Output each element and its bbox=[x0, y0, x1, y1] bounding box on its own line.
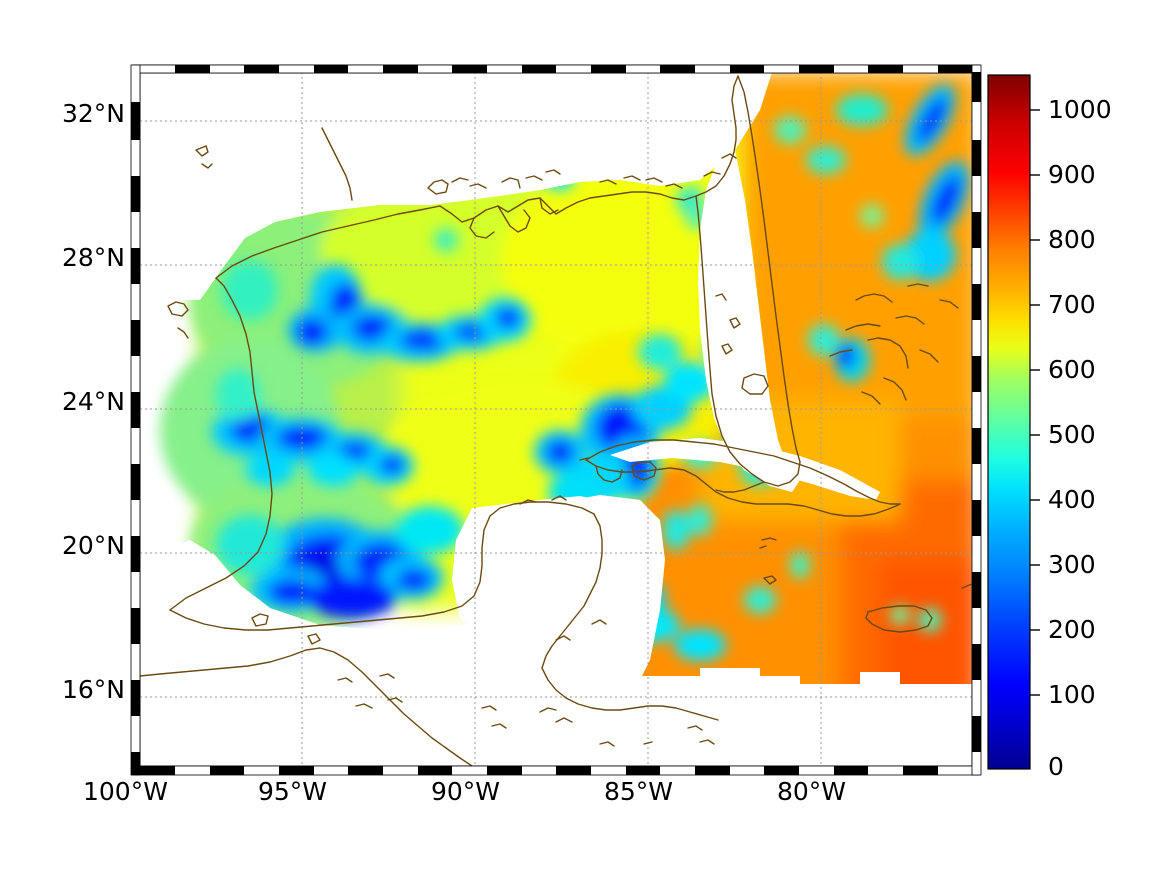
y-tick-label-32n: 32°N bbox=[62, 99, 126, 128]
land-mask-layer bbox=[140, 72, 972, 766]
colorbar-tick-700: 700 bbox=[1048, 290, 1096, 319]
coastline-layer bbox=[140, 75, 972, 766]
y-tick-label-16n: 16°N bbox=[62, 675, 126, 704]
colorbar-tick-400: 400 bbox=[1048, 485, 1096, 514]
colorbar-tick-200: 200 bbox=[1048, 615, 1096, 644]
y-tick-label-20n: 20°N bbox=[62, 531, 126, 560]
colorbar-tick-0: 0 bbox=[1048, 752, 1064, 781]
frame-top bbox=[132, 64, 980, 74]
map-frame bbox=[130, 64, 982, 776]
x-tick-label-95w: 95°W bbox=[258, 777, 328, 806]
y-tick-label-24n: 24°N bbox=[62, 387, 126, 416]
frame-left bbox=[130, 64, 141, 776]
y-tick-label-28n: 28°N bbox=[62, 243, 126, 272]
colorbar-tick-500: 500 bbox=[1048, 420, 1096, 449]
x-tick-label-80w: 80°W bbox=[777, 777, 847, 806]
colorbar-tick-800: 800 bbox=[1048, 225, 1096, 254]
x-tick-label-100w: 100°W bbox=[83, 777, 168, 806]
frame-right bbox=[971, 64, 982, 776]
x-tick-label-90w: 90°W bbox=[431, 777, 501, 806]
colorbar-tick-600: 600 bbox=[1048, 355, 1096, 384]
frame-bottom bbox=[132, 765, 980, 776]
colorbar-ticks bbox=[1030, 109, 1040, 696]
colorbar-tick-100: 100 bbox=[1048, 680, 1096, 709]
colorbar-gradient bbox=[987, 74, 1031, 770]
colorbar-tick-300: 300 bbox=[1048, 550, 1096, 579]
colorbar-tick-900: 900 bbox=[1048, 160, 1096, 189]
x-tick-label-85w: 85°W bbox=[604, 777, 674, 806]
colorbar-tick-1000: 1000 bbox=[1048, 95, 1112, 124]
colorbar[interactable] bbox=[987, 74, 1040, 770]
